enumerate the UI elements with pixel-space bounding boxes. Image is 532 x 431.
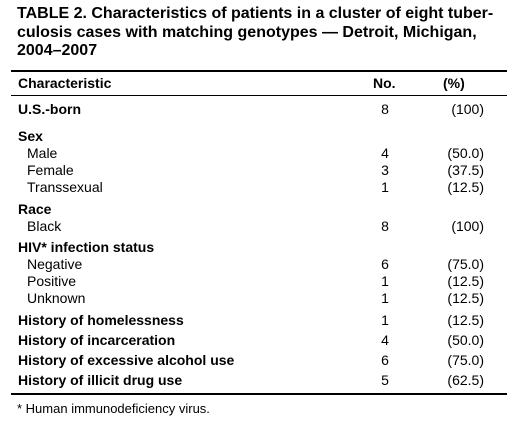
row-no: 1 (381, 273, 389, 289)
row-pct: (75.0) (447, 352, 484, 368)
row-pct: (75.0) (447, 256, 484, 272)
row-no: 8 (381, 218, 389, 234)
row-label: History of illicit drug use (18, 372, 183, 388)
table-row: Negative 6 (75.0) (0, 256, 532, 273)
row-no: 6 (381, 256, 389, 272)
table-bottom-rule (11, 393, 507, 395)
row-label: Transsexual (27, 179, 103, 195)
header-characteristic: Characteristic (18, 75, 112, 91)
row-pct: (12.5) (447, 273, 484, 289)
row-label: History of excessive alcohol use (18, 352, 235, 368)
row-pct: (12.5) (447, 312, 484, 328)
row-pct: (100) (451, 101, 484, 117)
row-no: 1 (381, 312, 389, 328)
table-row: Male 4 (50.0) (0, 145, 532, 162)
table-row: Unknown 1 (12.5) (0, 290, 532, 307)
header-pct: (%) (443, 75, 465, 91)
row-label: Sex (18, 128, 43, 144)
table-row: Black 8 (100) (0, 218, 532, 235)
row-label: History of incarceration (18, 332, 176, 348)
row-pct: (50.0) (447, 145, 484, 161)
table-row: History of illicit drug use 5 (62.5) (0, 372, 532, 389)
table-row: HIV* infection status (0, 239, 532, 256)
row-pct: (12.5) (447, 290, 484, 306)
row-no: 4 (381, 145, 389, 161)
row-no: 4 (381, 332, 389, 348)
row-label: U.S.-born (18, 101, 81, 117)
row-no: 8 (381, 101, 389, 117)
row-label: Positive (27, 273, 77, 289)
title-line: 2004–2007 (17, 42, 98, 59)
row-no: 6 (381, 352, 389, 368)
row-no: 1 (381, 179, 389, 195)
table-row: History of excessive alcohol use 6 (75.0… (0, 352, 532, 369)
row-label: Female (27, 162, 74, 178)
table-row: History of incarceration 4 (50.0) (0, 332, 532, 349)
row-label: History of homelessness (18, 312, 184, 328)
table-row: U.S.-born 8 (100) (0, 101, 532, 118)
header-no: No. (373, 75, 396, 91)
table-row: Race (0, 201, 532, 218)
row-pct: (50.0) (447, 332, 484, 348)
title-line: TABLE 2. Characteristics of patients in … (17, 5, 494, 22)
row-label: Negative (27, 256, 83, 272)
row-pct: (12.5) (447, 179, 484, 195)
row-label: Black (27, 218, 62, 234)
table-row: Transsexual 1 (12.5) (0, 179, 532, 196)
header-bottom-rule (11, 95, 507, 96)
header-top-rule (11, 70, 507, 72)
table-row: Positive 1 (12.5) (0, 273, 532, 290)
title-line: culosis cases with matching genotypes — … (17, 23, 477, 41)
footnote: * Human immunodeficiency virus. (17, 401, 210, 416)
table-title: TABLE 2. Characteristics of patients in … (17, 5, 517, 61)
row-no: 3 (381, 162, 389, 178)
table-row: Sex (0, 128, 532, 145)
row-label: HIV* infection status (18, 239, 155, 255)
table-row: History of homelessness 1 (12.5) (0, 312, 532, 329)
row-no: 5 (381, 372, 389, 388)
row-label: Male (27, 145, 58, 161)
row-no: 1 (381, 290, 389, 306)
row-pct: (62.5) (447, 372, 484, 388)
row-pct: (37.5) (447, 162, 484, 178)
table-row: Female 3 (37.5) (0, 162, 532, 179)
row-label: Unknown (27, 290, 86, 306)
row-pct: (100) (451, 218, 484, 234)
row-label: Race (18, 201, 52, 217)
